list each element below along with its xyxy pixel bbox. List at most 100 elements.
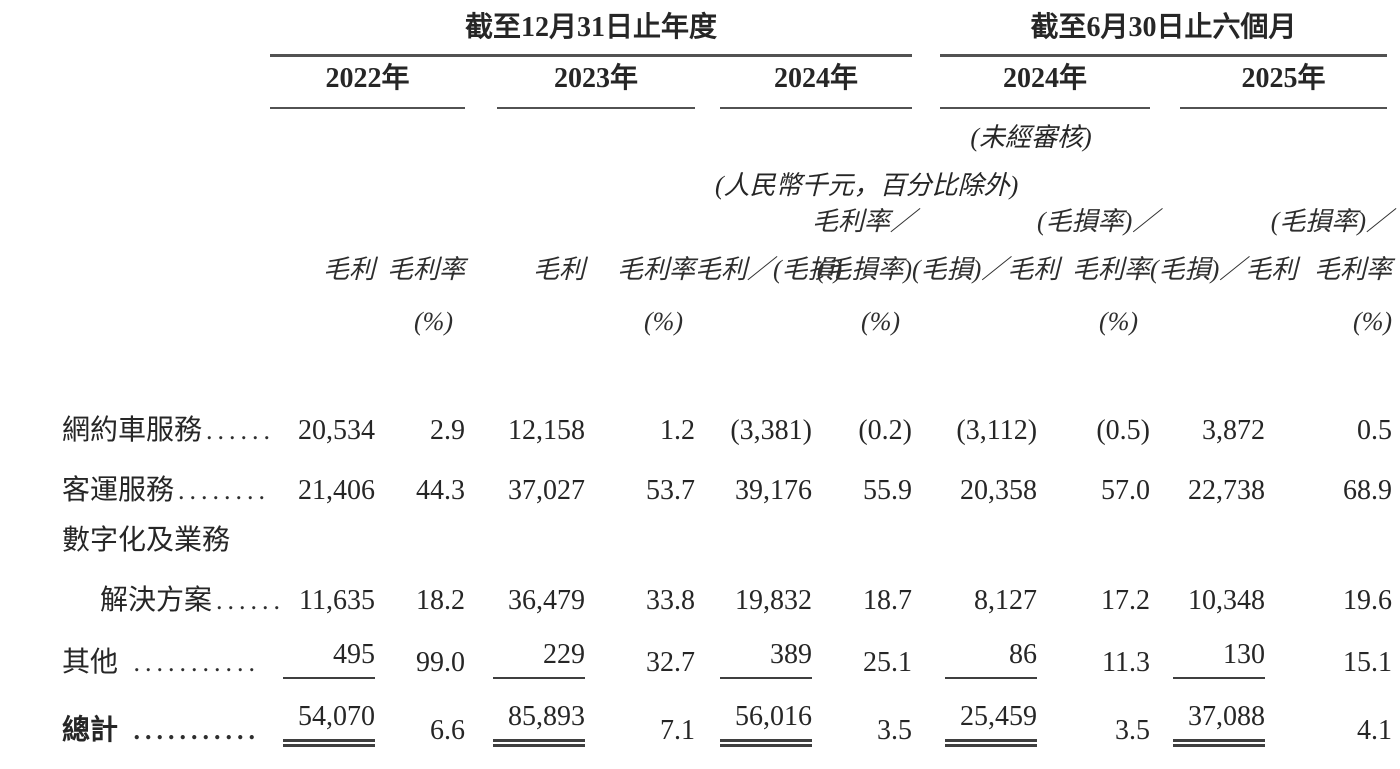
value-cell: 20,358 <box>960 475 1038 506</box>
value-cell: 495 <box>240 617 375 680</box>
value-cell <box>465 507 585 557</box>
value-cell: 85,893 <box>465 679 585 748</box>
subtotal-value-underlined: 86 <box>945 639 1038 680</box>
empty-cell <box>240 285 375 337</box>
col-header-gross-profit-2024: 毛利／(毛損) <box>695 255 843 285</box>
empty-cell <box>695 201 812 237</box>
value-cell: 1.2 <box>660 415 695 446</box>
unit-note-cell: (人民幣千元，百分比除外) <box>695 153 1018 201</box>
col-header-margin-2024-line2: (毛損率) <box>816 255 913 285</box>
value-cell: (3,112) <box>956 415 1038 446</box>
year-header-row: 2022年 2023年 2024年 2024年 2025年 <box>0 57 1400 110</box>
value-cell: 229 <box>465 617 585 680</box>
total-value-underlined: 85,893 <box>493 701 585 748</box>
row-label: 數字化及業務 <box>0 507 240 557</box>
value-cell <box>695 507 812 557</box>
col-header-margin-2024i-line1: (毛損率)／ <box>1037 207 1159 237</box>
unaudited-note: (未經審核) <box>970 123 1092 153</box>
table-row: 網約車服務...... 20,534 2.9 12,158 1.2 (3,381) (0.2… <box>0 387 1400 447</box>
value-cell <box>585 507 695 557</box>
value-cell: (0.5) <box>1096 415 1151 446</box>
year-label-2025-interim: 2025年 <box>1180 63 1388 110</box>
year-cell-2024-interim: 2024年 <box>912 57 1151 110</box>
value-cell: (3,381) <box>730 415 812 446</box>
subtotal-value-underlined: 130 <box>1173 639 1266 680</box>
value-cell: 19.6 <box>1343 585 1393 616</box>
subtotal-value-underlined: 495 <box>283 639 375 680</box>
value-cell: 55.9 <box>863 475 913 506</box>
period-group-row: 截至12月31日止年度 截至6月30日止六個月 <box>0 12 1400 58</box>
value-cell: 36,479 <box>508 585 585 616</box>
empty-cell <box>1150 109 1400 153</box>
year-cell-2024: 2024年 <box>695 57 913 110</box>
value-cell: 56,016 <box>695 679 812 748</box>
value-cell <box>1150 507 1265 557</box>
col-header-margin-2022: 毛利率 <box>386 255 465 285</box>
empty-cell <box>375 201 465 237</box>
value-cell: 3.5 <box>877 715 913 746</box>
empty-cell <box>0 153 240 201</box>
row-label: 客運服務........ <box>0 447 265 507</box>
value-cell: 3.5 <box>1115 715 1151 746</box>
value-cell: 11,635 <box>299 585 375 616</box>
row-label: 其他 ........... <box>0 617 255 679</box>
percent-sign-2024i: (%) <box>1099 307 1139 337</box>
percent-unit-row: (%) (%) (%) (%) (%) <box>0 285 1400 337</box>
value-cell: 39,176 <box>735 475 812 506</box>
value-cell: 130 <box>1150 617 1266 680</box>
value-cell: 53.7 <box>646 475 695 506</box>
interim-group-cell: 截至6月30日止六個月 <box>912 12 1400 58</box>
value-cell: 19,832 <box>735 585 812 616</box>
year-label-2024-interim: 2024年 <box>940 63 1151 110</box>
unaudited-note-row: (未經審核) <box>0 109 1400 153</box>
empty-cell <box>0 57 240 109</box>
spacer <box>0 337 1400 387</box>
row-label: 網約車服務...... <box>0 387 270 447</box>
percent-sign-2022: (%) <box>414 307 453 337</box>
col-header-gross-profit-2023: 毛利 <box>532 255 585 285</box>
annual-group-cell: 截至12月31日止年度 <box>240 12 913 58</box>
value-cell: 54,070 <box>240 679 375 748</box>
prospectus-table-page: { "table": { "groups": [ { "title": "截至1… <box>0 12 1400 769</box>
empty-cell <box>0 12 240 57</box>
row-label: 總計 ........... <box>0 679 255 747</box>
dot-leader: ........... <box>122 648 261 677</box>
value-cell <box>375 507 465 557</box>
col-header-gross-profit-2022: 毛利 <box>322 255 375 285</box>
value-cell: 37,027 <box>508 475 585 506</box>
row-label-text: 網約車服務 <box>62 415 203 446</box>
year-label-2023: 2023年 <box>497 63 695 110</box>
year-label-2024: 2024年 <box>720 63 913 110</box>
empty-cell <box>1150 201 1265 237</box>
table-row: 客運服務........ 21,406 44.3 37,027 53.7 39,176 55… <box>0 447 1400 507</box>
value-cell: 25.1 <box>863 647 913 678</box>
total-value-underlined: 37,088 <box>1173 701 1266 748</box>
value-cell: 12,158 <box>508 415 585 446</box>
empty-cell <box>0 201 240 237</box>
col-header-gross-profit-2025i: (毛損)／毛利 <box>1150 255 1298 285</box>
col-header-margin-2024-line1: 毛利率／ <box>812 207 917 237</box>
row-label: 解決方案...... <box>0 557 280 617</box>
value-cell: 0.5 <box>1357 415 1393 446</box>
subtotal-value-underlined: 229 <box>493 639 585 680</box>
total-value-underlined: 25,459 <box>945 701 1038 748</box>
unaudited-note-cell: (未經審核) <box>912 109 1150 153</box>
value-cell: 57.0 <box>1101 475 1151 506</box>
annual-period-title: 截至12月31日止年度 <box>270 12 913 58</box>
empty-cell <box>465 285 585 337</box>
value-cell: 10,348 <box>1188 585 1266 616</box>
dot-leader: ...... <box>216 586 286 615</box>
value-cell: 68.9 <box>1343 475 1393 506</box>
col-header-margin-2025i-line1: (毛損率)／ <box>1270 207 1393 237</box>
empty-cell <box>695 285 812 337</box>
unit-note-row: (人民幣千元，百分比除外) <box>0 153 1400 201</box>
empty-cell <box>0 285 240 337</box>
value-cell: 20,534 <box>298 415 375 446</box>
dot-leader: ........ <box>178 476 271 505</box>
value-cell <box>912 507 1037 557</box>
value-cell <box>1265 507 1400 557</box>
year-label-2022: 2022年 <box>270 63 465 110</box>
table-row: 數字化及業務 <box>0 507 1400 557</box>
empty-cell <box>912 285 1037 337</box>
col-header-margin-2023: 毛利率 <box>616 255 695 285</box>
